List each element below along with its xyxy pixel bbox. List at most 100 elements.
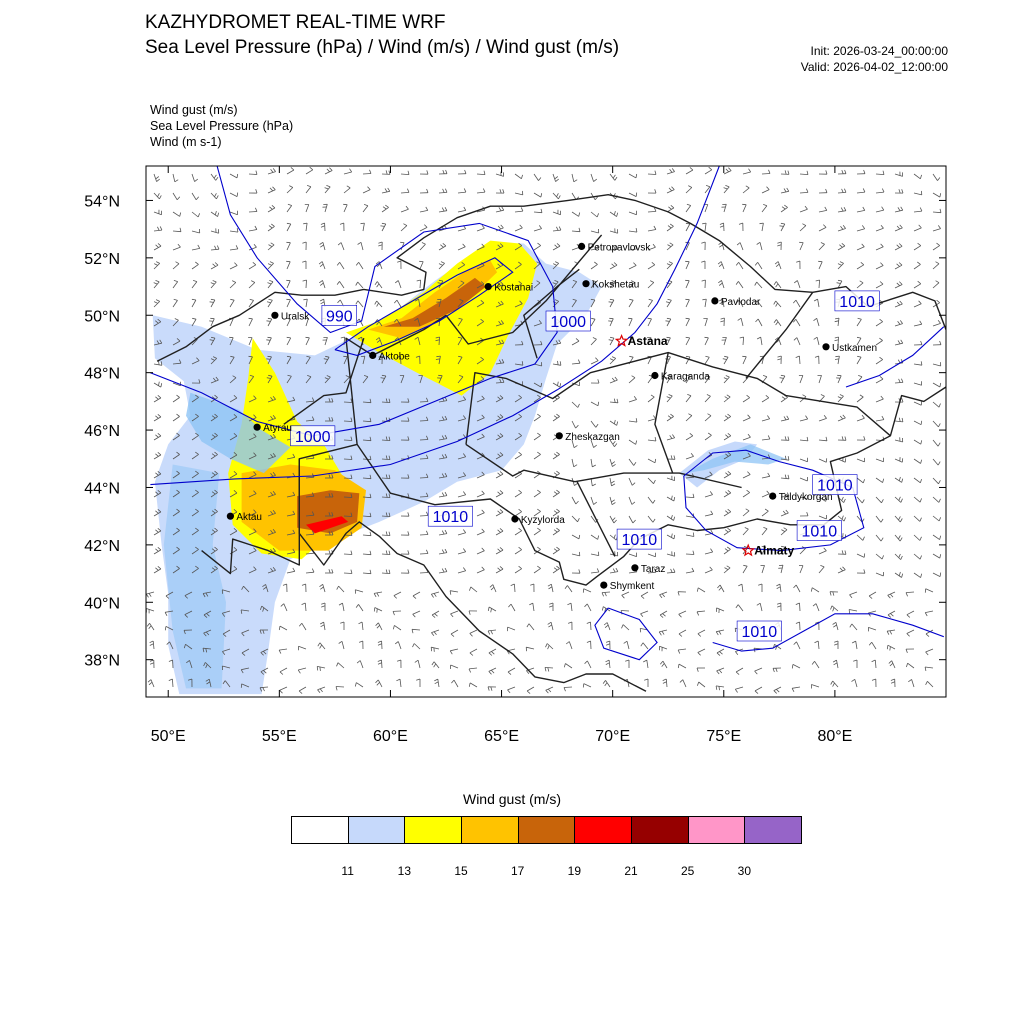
wind-barb-flag: [591, 280, 597, 282]
wind-barb: [723, 376, 730, 384]
wind-barb-flag: [396, 659, 402, 662]
border-line: [654, 352, 674, 474]
wind-barb-flag: [272, 509, 276, 514]
wind-barb: [606, 622, 611, 631]
wind-barb-flag: [195, 527, 199, 531]
wind-barb: [153, 397, 162, 403]
wind-barb-flag: [841, 436, 844, 441]
wind-barb: [776, 319, 782, 327]
wind-barb-flag: [186, 660, 190, 664]
wind-barb: [628, 496, 633, 505]
wind-barb-flag: [754, 281, 758, 286]
wind-barb-flag: [156, 178, 160, 182]
wind-barb-flag: [394, 641, 399, 645]
wind-barb: [438, 476, 447, 479]
wind-barb-flag: [526, 623, 530, 628]
wind-barb: [438, 533, 447, 536]
wind-barb-flag: [375, 679, 379, 684]
colorbar-tick-label: 17: [510, 864, 525, 878]
wind-barb-flag: [537, 413, 541, 417]
wind-barb: [875, 246, 884, 251]
wind-barb-flag: [605, 662, 610, 665]
wind-barb: [514, 530, 522, 536]
wind-barb-flag: [667, 415, 672, 419]
wind-barb-flag: [350, 417, 353, 422]
wind-barb-flag: [635, 440, 638, 445]
wind-barb: [780, 458, 789, 461]
wind-barb-flag: [272, 566, 276, 571]
wind-barb-flag: [920, 420, 923, 425]
wind-barb-flag: [253, 547, 257, 551]
wind-barb-flag: [844, 436, 847, 441]
wind-barb: [399, 679, 402, 688]
wind-barb: [343, 496, 353, 498]
wind-barb: [286, 205, 293, 213]
wind-barb-flag: [326, 185, 331, 188]
wind-barb-flag: [438, 279, 443, 282]
wind-barb: [286, 318, 291, 327]
wind-barb-flag: [671, 186, 675, 190]
wind-barb-flag: [554, 280, 559, 283]
city-label: Ustkamen: [832, 343, 877, 354]
wind-barb: [780, 223, 786, 232]
wind-barb: [286, 513, 295, 517]
city-dot: [631, 564, 639, 572]
wind-barb: [932, 496, 940, 503]
wind-barb: [583, 683, 592, 688]
wind-barb-flag: [557, 381, 559, 386]
wind-barb-flag: [784, 436, 787, 441]
wind-barb-flag: [337, 299, 341, 304]
wind-barb-flag: [795, 602, 800, 605]
wind-barb-flag: [898, 496, 901, 501]
wind-barb-flag: [843, 517, 846, 522]
wind-barb: [932, 323, 941, 327]
wind-barb-flag: [727, 432, 732, 437]
wind-barb: [544, 667, 554, 669]
colorbar-tick-label: 19: [567, 864, 582, 878]
wind-barb-flag: [669, 223, 674, 227]
wind-barb-flag: [578, 534, 581, 539]
wind-barb-flag: [901, 378, 904, 383]
wind-barb-flag: [901, 417, 904, 422]
wind-barb-flag: [917, 280, 922, 285]
wind-barb-flag: [901, 573, 904, 578]
wind-barb: [495, 454, 504, 460]
wind-barb: [243, 585, 250, 593]
wind-barb-flag: [481, 243, 485, 248]
wind-barb-flag: [378, 241, 383, 244]
wind-barb-flag: [825, 497, 828, 502]
wind-barb: [305, 318, 309, 327]
wind-barb-flag: [823, 224, 827, 228]
wind-barb: [875, 173, 885, 175]
wind-barb-flag: [938, 517, 941, 522]
wind-barb-flag: [255, 207, 258, 212]
wind-barb: [457, 418, 466, 422]
wind-barb-flag: [746, 394, 750, 399]
wind-barb: [856, 282, 864, 289]
wind-barb-flag: [715, 631, 719, 636]
wind-barb-flag: [459, 299, 464, 302]
wind-barb-flag: [407, 436, 410, 441]
pressure-label: 1010: [839, 294, 875, 311]
wind-barb-flag: [268, 225, 273, 229]
wind-barb-flag: [270, 396, 274, 401]
wind-barb-flag: [556, 243, 561, 247]
wind-barb-flag: [255, 189, 258, 194]
wind-barb-flag: [376, 283, 380, 288]
wind-barb: [476, 378, 485, 384]
wind-barb: [495, 397, 504, 403]
wind-barb: [419, 227, 428, 232]
wind-barb-flag: [725, 434, 729, 438]
wind-barb-flag: [665, 301, 670, 304]
wind-barb-flag: [320, 621, 324, 625]
wind-barb-flag: [216, 195, 219, 200]
wind-barb-flag: [164, 612, 168, 616]
wind-barb-flag: [301, 583, 306, 586]
wind-barb: [514, 416, 522, 422]
wind-barb-flag: [376, 302, 379, 307]
wind-barb-flag: [506, 650, 510, 655]
wind-barb-flag: [735, 651, 739, 655]
wind-barb: [210, 549, 218, 555]
wind-barb: [723, 567, 731, 574]
wind-barb-flag: [426, 549, 429, 554]
